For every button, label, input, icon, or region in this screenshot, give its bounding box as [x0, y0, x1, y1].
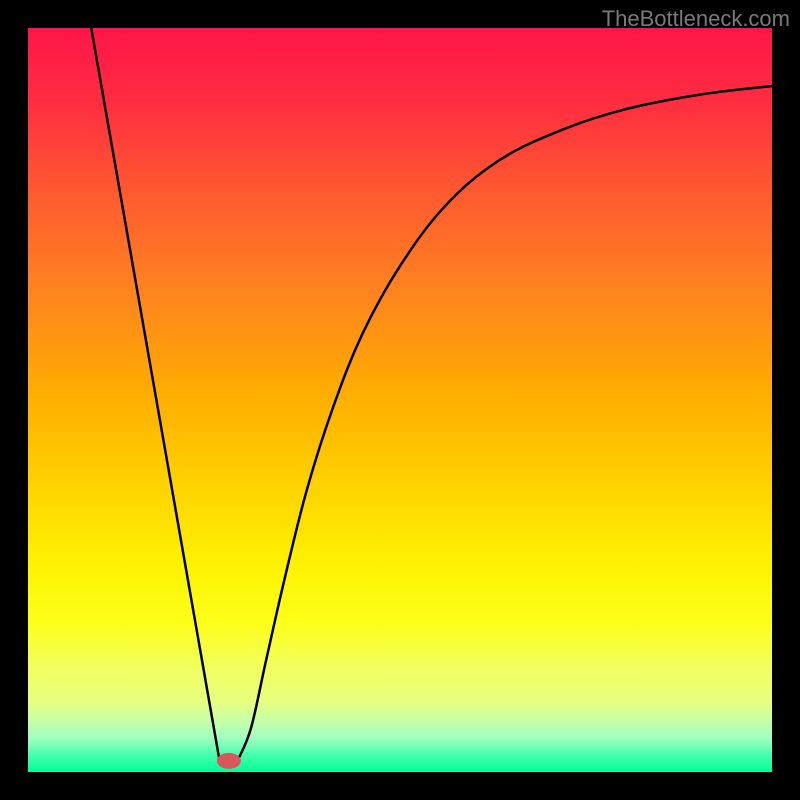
optimal-point-marker — [217, 753, 241, 769]
watermark-text: TheBottleneck.com — [602, 6, 790, 32]
chart-container: TheBottleneck.com — [0, 0, 800, 800]
bottleneck-chart — [0, 0, 800, 800]
plot-background — [28, 28, 772, 772]
